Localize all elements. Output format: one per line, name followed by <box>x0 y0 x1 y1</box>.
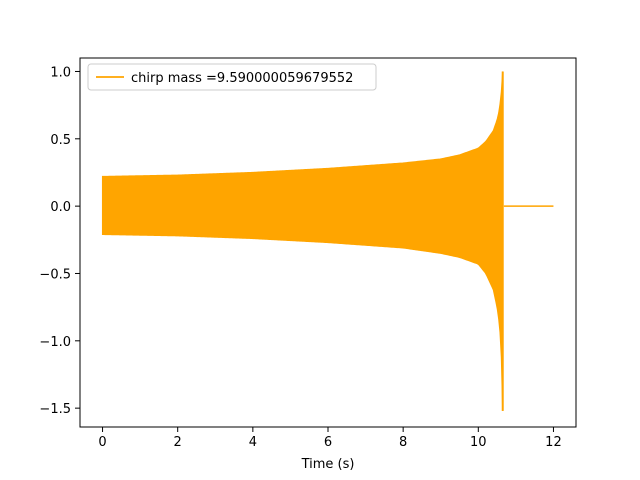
x-tick-label: 8 <box>399 435 407 450</box>
legend-label: chirp mass =9.590000059679552 <box>131 71 353 86</box>
x-tick-label: 4 <box>249 435 257 450</box>
x-tick-label: 12 <box>545 435 562 450</box>
plot-area <box>79 57 577 428</box>
y-tick-label: −0.5 <box>39 267 71 282</box>
x-axis-label: Time (s) <box>301 457 355 472</box>
y-tick-label: 1.0 <box>50 65 71 80</box>
x-tick-label: 2 <box>174 435 182 450</box>
y-axis: 1.0 0.5 0.0 −0.5 −1.0 −1.5 <box>39 65 80 417</box>
legend-box <box>87 63 377 91</box>
x-axis: 0 2 4 6 8 10 12 <box>98 427 562 450</box>
x-tick-label: 6 <box>324 435 332 450</box>
y-tick-label: 0.5 <box>50 133 71 148</box>
y-tick-label: −1.0 <box>39 335 71 350</box>
y-tick-label: 0.0 <box>50 200 71 215</box>
y-tick-label: −1.5 <box>39 402 71 417</box>
legend: chirp mass =9.590000059679552 <box>87 63 377 91</box>
waveform-band <box>101 71 504 411</box>
x-tick-label: 0 <box>98 435 106 450</box>
x-tick-label: 10 <box>470 435 487 450</box>
